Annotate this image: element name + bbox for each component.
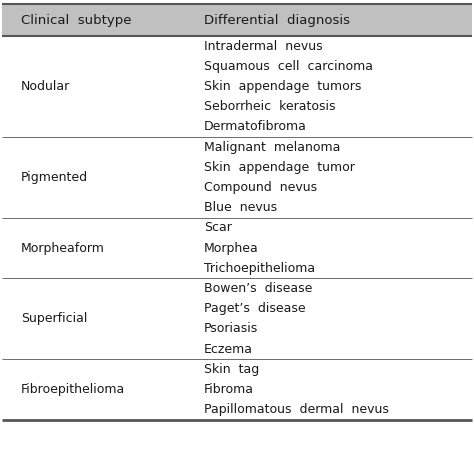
- Bar: [2, 4, 472, 36]
- Text: Compound  nevus: Compound nevus: [204, 181, 317, 194]
- Text: Pigmented: Pigmented: [21, 171, 88, 184]
- Text: Skin  tag: Skin tag: [204, 363, 259, 376]
- Bar: [2, 36, 472, 137]
- Text: Scar: Scar: [204, 221, 232, 235]
- Text: Blue  nevus: Blue nevus: [204, 201, 277, 214]
- Text: Seborrheic  keratosis: Seborrheic keratosis: [204, 100, 336, 113]
- Bar: [2, 218, 472, 278]
- Bar: [2, 137, 472, 218]
- Text: Intradermal  nevus: Intradermal nevus: [204, 40, 323, 53]
- Bar: [2, 278, 472, 359]
- Text: Skin  appendage  tumors: Skin appendage tumors: [204, 80, 362, 93]
- Text: Fibroepithelioma: Fibroepithelioma: [21, 383, 125, 396]
- Text: Clinical  subtype: Clinical subtype: [21, 13, 131, 27]
- Text: Morphea: Morphea: [204, 242, 259, 255]
- Text: Papillomatous  dermal  nevus: Papillomatous dermal nevus: [204, 403, 389, 416]
- Text: Paget’s  disease: Paget’s disease: [204, 302, 306, 315]
- Text: Psoriasis: Psoriasis: [204, 322, 258, 336]
- Text: Nodular: Nodular: [21, 80, 70, 93]
- Text: Morpheaform: Morpheaform: [21, 242, 105, 255]
- Bar: [2, 359, 472, 420]
- Text: Malignant  melanoma: Malignant melanoma: [204, 141, 340, 154]
- Text: Trichoepithelioma: Trichoepithelioma: [204, 262, 315, 275]
- Text: Fibroma: Fibroma: [204, 383, 254, 396]
- Text: Skin  appendage  tumor: Skin appendage tumor: [204, 161, 355, 174]
- Text: Squamous  cell  carcinoma: Squamous cell carcinoma: [204, 60, 373, 73]
- Text: Superficial: Superficial: [21, 312, 87, 325]
- Text: Differential  diagnosis: Differential diagnosis: [204, 13, 350, 27]
- Text: Dermatofibroma: Dermatofibroma: [204, 120, 307, 133]
- Text: Eczema: Eczema: [204, 343, 253, 356]
- Text: Bowen’s  disease: Bowen’s disease: [204, 282, 312, 295]
